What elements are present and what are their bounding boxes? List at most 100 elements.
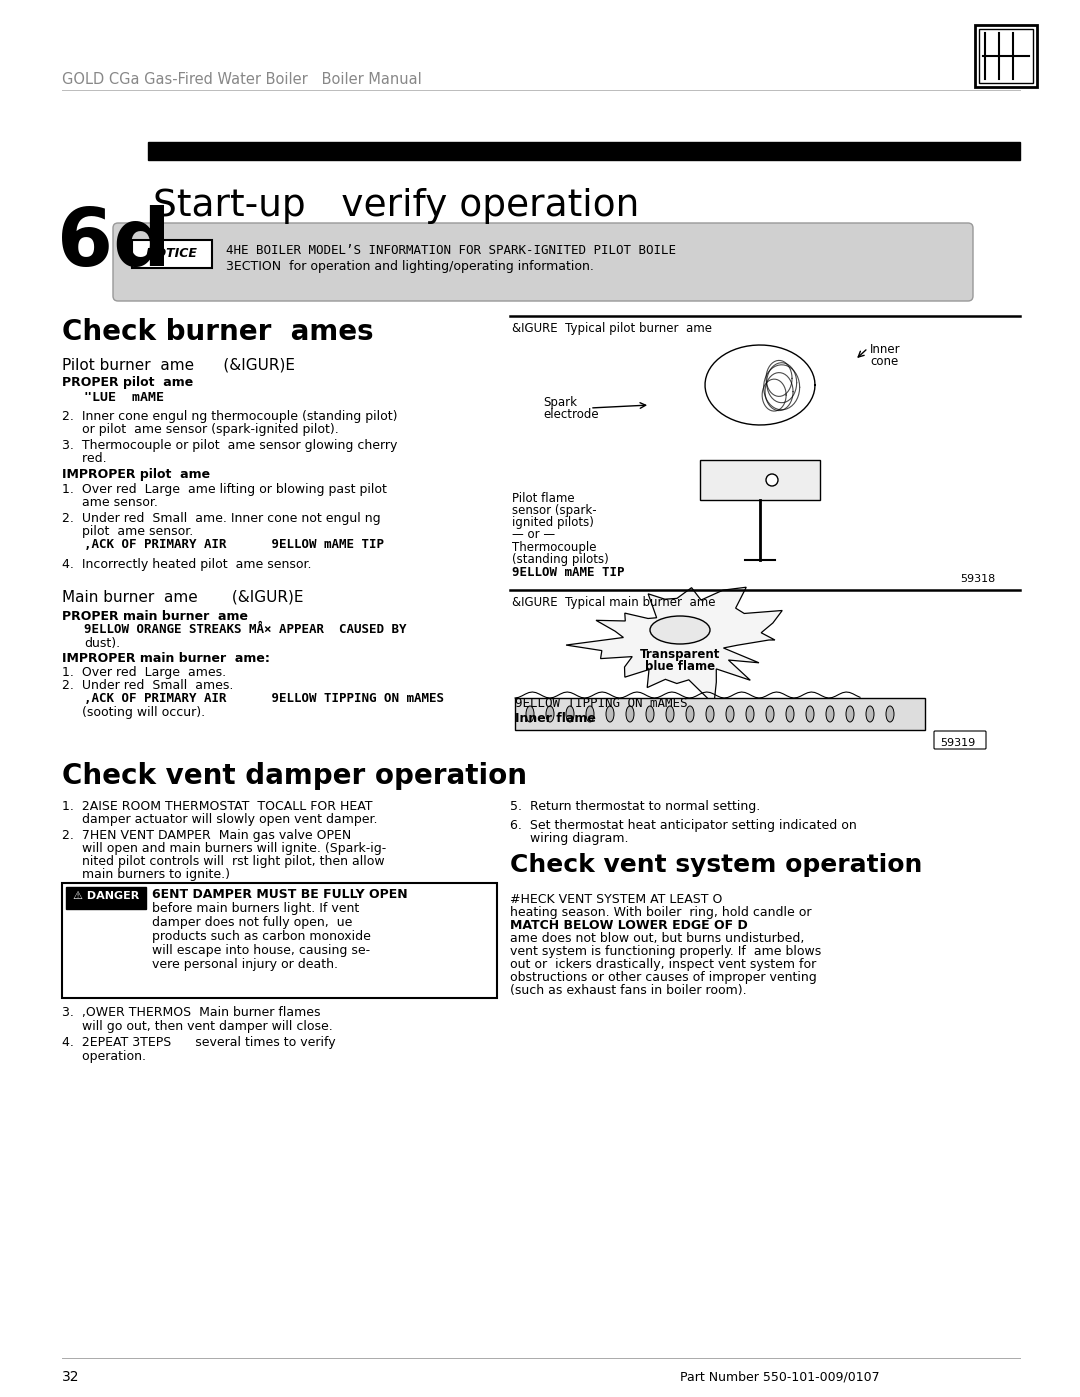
Ellipse shape xyxy=(766,705,774,722)
Text: NOTICE: NOTICE xyxy=(146,247,198,260)
Ellipse shape xyxy=(786,705,794,722)
Text: 6.  Set thermostat heat anticipator setting indicated on: 6. Set thermostat heat anticipator setti… xyxy=(510,819,856,833)
Text: 1.  Over red  Large  ame lifting or blowing past pilot: 1. Over red Large ame lifting or blowing… xyxy=(62,483,387,496)
Text: IMPROPER main burner  ame:: IMPROPER main burner ame: xyxy=(62,652,270,665)
Text: vent system is functioning properly. If  ame blows: vent system is functioning properly. If … xyxy=(510,944,821,958)
Text: damper does not fully open,  ue: damper does not fully open, ue xyxy=(152,916,352,929)
Ellipse shape xyxy=(606,705,615,722)
Text: Inner: Inner xyxy=(870,344,901,356)
Text: — or —: — or — xyxy=(512,528,555,541)
Text: (such as exhaust fans in boiler room).: (such as exhaust fans in boiler room). xyxy=(510,983,746,997)
Bar xyxy=(66,887,146,909)
Ellipse shape xyxy=(846,705,854,722)
Bar xyxy=(978,29,1032,82)
Ellipse shape xyxy=(746,705,754,722)
Text: Transparent: Transparent xyxy=(639,648,720,661)
Text: Spark: Spark xyxy=(543,395,577,409)
Ellipse shape xyxy=(546,705,554,722)
Text: pilot  ame sensor.: pilot ame sensor. xyxy=(62,525,193,538)
Text: (sooting will occur).: (sooting will occur). xyxy=(62,705,205,719)
Text: wiring diagram.: wiring diagram. xyxy=(510,833,629,845)
Text: 4.  Incorrectly heated pilot  ame sensor.: 4. Incorrectly heated pilot ame sensor. xyxy=(62,557,311,571)
Text: red.: red. xyxy=(62,453,107,465)
Text: obstructions or other causes of improper venting: obstructions or other causes of improper… xyxy=(510,971,816,983)
Circle shape xyxy=(766,474,778,486)
Text: 2.  7HEN VENT DAMPER  Main gas valve OPEN: 2. 7HEN VENT DAMPER Main gas valve OPEN xyxy=(62,828,351,842)
Text: or pilot  ame sensor (spark-ignited pilot).: or pilot ame sensor (spark-ignited pilot… xyxy=(62,423,339,436)
Text: ame does not blow out, but burns undisturbed,: ame does not blow out, but burns undistu… xyxy=(510,932,805,944)
Text: ⚠ DANGER: ⚠ DANGER xyxy=(72,891,139,901)
Text: blue flame: blue flame xyxy=(645,659,715,673)
Text: 2.  Under red  Small  ame. Inner cone not engul ng: 2. Under red Small ame. Inner cone not e… xyxy=(62,511,380,525)
Text: sensor (spark-: sensor (spark- xyxy=(512,504,596,517)
Text: 1.  Over red  Large  ames.: 1. Over red Large ames. xyxy=(62,666,226,679)
Text: 59318: 59318 xyxy=(960,574,996,584)
Text: Check vent damper operation: Check vent damper operation xyxy=(62,761,527,789)
Text: Inner flame: Inner flame xyxy=(515,712,596,725)
Ellipse shape xyxy=(826,705,834,722)
Text: (standing pilots): (standing pilots) xyxy=(512,553,609,566)
Text: Pilot burner  ame      (&IGUR)E: Pilot burner ame (&IGUR)E xyxy=(62,358,295,372)
Text: cone: cone xyxy=(870,355,899,367)
Text: Start-up   verify operation: Start-up verify operation xyxy=(153,189,639,224)
Text: operation.: operation. xyxy=(62,1051,146,1063)
FancyBboxPatch shape xyxy=(934,731,986,749)
Text: will open and main burners will ignite. (Spark-ig-: will open and main burners will ignite. … xyxy=(62,842,387,855)
Bar xyxy=(62,883,497,997)
Text: products such as carbon monoxide: products such as carbon monoxide xyxy=(152,930,370,943)
Text: 1.  2AISE ROOM THERMOSTAT  TOCALL FOR HEAT: 1. 2AISE ROOM THERMOSTAT TOCALL FOR HEAT xyxy=(62,800,373,813)
Ellipse shape xyxy=(706,705,714,722)
Text: 2.  Inner cone engul ng thermocouple (standing pilot): 2. Inner cone engul ng thermocouple (sta… xyxy=(62,409,397,423)
Ellipse shape xyxy=(866,705,874,722)
Ellipse shape xyxy=(526,705,534,722)
Bar xyxy=(148,142,1020,161)
Ellipse shape xyxy=(646,705,654,722)
Text: damper actuator will slowly open vent damper.: damper actuator will slowly open vent da… xyxy=(62,813,378,826)
Text: 6ENT DAMPER MUST BE FULLY OPEN: 6ENT DAMPER MUST BE FULLY OPEN xyxy=(152,888,407,901)
Bar xyxy=(975,25,1037,87)
Ellipse shape xyxy=(586,705,594,722)
Text: 3.  ,OWER THERMOS  Main burner flames: 3. ,OWER THERMOS Main burner flames xyxy=(62,1006,321,1018)
Text: ,ACK OF PRIMARY AIR      9ELLOW TIPPING ON mAMES: ,ACK OF PRIMARY AIR 9ELLOW TIPPING ON mA… xyxy=(84,692,444,705)
Text: 6d: 6d xyxy=(57,205,171,284)
Polygon shape xyxy=(566,587,782,704)
Ellipse shape xyxy=(650,616,710,644)
Text: Pilot flame: Pilot flame xyxy=(512,492,575,504)
Text: dust).: dust). xyxy=(84,637,120,650)
Bar xyxy=(700,460,820,500)
Ellipse shape xyxy=(806,705,814,722)
Text: 4HE BOILER MODEL’S INFORMATION FOR SPARK-IGNITED PILOT BOILE: 4HE BOILER MODEL’S INFORMATION FOR SPARK… xyxy=(226,244,676,257)
Text: MATCH BELOW LOWER EDGE OF D: MATCH BELOW LOWER EDGE OF D xyxy=(510,919,747,932)
Text: Thermocouple: Thermocouple xyxy=(512,541,596,555)
Text: 9ELLOW TIPPING ON mAMES: 9ELLOW TIPPING ON mAMES xyxy=(515,697,688,710)
Text: ame sensor.: ame sensor. xyxy=(62,496,158,509)
Bar xyxy=(515,698,924,731)
Text: 5.  Return thermostat to normal setting.: 5. Return thermostat to normal setting. xyxy=(510,800,760,813)
Text: PROPER pilot  ame: PROPER pilot ame xyxy=(62,376,193,388)
Text: heating season. With boiler  ring, hold candle or: heating season. With boiler ring, hold c… xyxy=(510,907,811,919)
Ellipse shape xyxy=(886,705,894,722)
Text: #HECK VENT SYSTEM AT LEAST O: #HECK VENT SYSTEM AT LEAST O xyxy=(510,893,723,907)
Text: GOLD CGa Gas-Fired Water Boiler   Boiler Manual: GOLD CGa Gas-Fired Water Boiler Boiler M… xyxy=(62,73,422,87)
Text: &IGURE  Typical pilot burner  ame: &IGURE Typical pilot burner ame xyxy=(512,321,712,335)
Text: 4.  2EPEAT 3TEPS      several times to verify: 4. 2EPEAT 3TEPS several times to verify xyxy=(62,1037,336,1049)
Text: 32: 32 xyxy=(62,1370,80,1384)
Ellipse shape xyxy=(686,705,694,722)
Text: before main burners light. If vent: before main burners light. If vent xyxy=(152,902,360,915)
FancyBboxPatch shape xyxy=(113,224,973,300)
Text: 3.  Thermocouple or pilot  ame sensor glowing cherry: 3. Thermocouple or pilot ame sensor glow… xyxy=(62,439,397,453)
Text: Check burner  ames: Check burner ames xyxy=(62,319,374,346)
Text: will go out, then vent damper will close.: will go out, then vent damper will close… xyxy=(62,1020,333,1032)
Text: "LUE  mAME: "LUE mAME xyxy=(84,391,164,404)
Text: Main burner  ame       (&IGUR)E: Main burner ame (&IGUR)E xyxy=(62,590,303,605)
Ellipse shape xyxy=(666,705,674,722)
Text: ,ACK OF PRIMARY AIR      9ELLOW mAME TIP: ,ACK OF PRIMARY AIR 9ELLOW mAME TIP xyxy=(84,538,384,550)
Bar xyxy=(132,240,212,268)
Text: PROPER main burner  ame: PROPER main burner ame xyxy=(62,610,248,623)
Text: electrode: electrode xyxy=(543,408,598,420)
Ellipse shape xyxy=(566,705,573,722)
Text: &IGURE  Typical main burner  ame: &IGURE Typical main burner ame xyxy=(512,597,715,609)
Text: 59319: 59319 xyxy=(940,738,975,747)
Text: 2.  Under red  Small  ames.: 2. Under red Small ames. xyxy=(62,679,233,692)
Text: vere personal injury or death.: vere personal injury or death. xyxy=(152,958,338,971)
